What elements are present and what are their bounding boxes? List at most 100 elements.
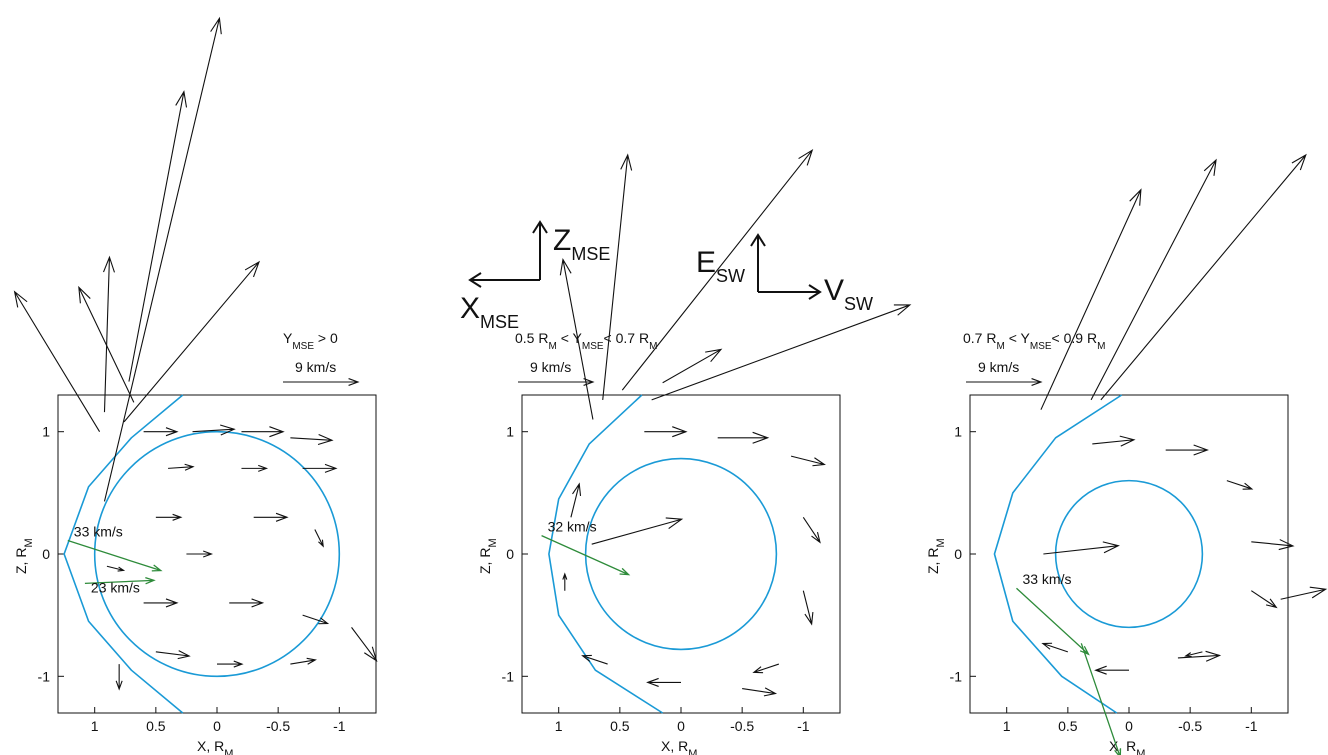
y-axis-label: Z, RM [477, 538, 499, 574]
velocity-arrow [802, 590, 814, 626]
y-axis-label: Z, RM [925, 538, 947, 574]
label-text: Z, R [925, 548, 941, 574]
legend-label: ESW [696, 246, 745, 286]
velocity-arrow [1041, 642, 1069, 653]
velocity-arrow [168, 463, 195, 471]
label-text: 0.7 R [963, 330, 996, 346]
label-sub: M [487, 538, 499, 547]
velocity-arrow [1040, 188, 1142, 410]
velocity-arrow [128, 90, 188, 382]
range-label: 0.7 RM < YMSE< 0.9 RM [963, 330, 1105, 352]
velocity-arrow [192, 424, 236, 436]
velocity-arrow [1251, 590, 1278, 609]
velocity-arrow [103, 16, 222, 502]
velocity-arrow [717, 431, 770, 444]
label-sub: M [1136, 748, 1145, 755]
x-tick-label: -0.5 [730, 718, 754, 734]
range-label: 0.5 RM < YMSE< 0.7 RM [515, 330, 657, 352]
x-tick-label: 0.5 [1058, 718, 1078, 734]
legend-arrows-sw [750, 233, 822, 300]
velocity-arrow [290, 657, 317, 665]
highlight-label: 32 km/s [548, 519, 597, 535]
y-tick-label: 0 [954, 546, 962, 562]
velocity-arrow [229, 598, 265, 608]
planet-circle [1054, 479, 1204, 629]
velocity-arrow [143, 427, 179, 437]
label-sub: M [688, 748, 697, 755]
velocity-arrow [1280, 586, 1328, 600]
velocity-arrow [241, 426, 285, 438]
x-tick-label: 0 [213, 718, 221, 734]
x-axis-label: X, RM [1109, 738, 1145, 755]
velocity-arrow [106, 565, 126, 572]
x-tick-label: 0 [1125, 718, 1133, 734]
label-sub: M [649, 341, 657, 352]
highlight-arrow [67, 539, 163, 572]
velocity-arrow [581, 654, 608, 665]
planet-circle [93, 430, 341, 678]
velocity-arrow [351, 627, 378, 662]
label-text: < Y [557, 330, 583, 346]
x-tick-label: 0.5 [610, 718, 630, 734]
highlight-arrow [541, 535, 631, 576]
y-tick-label: -1 [950, 668, 963, 684]
velocity-arrow [662, 348, 723, 384]
y-tick-label: 0 [42, 546, 50, 562]
x-tick-label: 0.5 [146, 718, 166, 734]
label-sub: MSE [1030, 341, 1052, 352]
velocity-arrow [602, 153, 633, 400]
x-tick-label: 1 [555, 718, 563, 734]
scale-label: 9 km/s [530, 359, 571, 375]
boundary-curve [63, 394, 184, 714]
x-tick-label: -1 [333, 718, 346, 734]
highlight-arrow [1016, 587, 1090, 656]
velocity-arrow [790, 455, 826, 467]
x-tick-label: 1 [1003, 718, 1011, 734]
label-text: X, R [661, 738, 688, 754]
velocity-arrow [646, 677, 681, 687]
velocity-arrow [802, 517, 821, 544]
boundary-curve [548, 394, 664, 714]
velocity-arrow [1092, 435, 1136, 447]
label-text: 0.5 R [515, 330, 548, 346]
velocity-arrow [155, 513, 183, 521]
planet-circle [584, 457, 778, 651]
label-text: > 0 [314, 330, 338, 346]
velocity-arrow [1251, 539, 1295, 551]
velocity-arrow [123, 260, 261, 423]
highlight-label: 33 km/s [1022, 571, 1071, 587]
label-sub: M [548, 341, 556, 352]
label-text: Z, R [477, 548, 493, 574]
label-sub: MSE [571, 244, 610, 264]
label-sub: MSE [582, 341, 604, 352]
velocity-arrow [1226, 480, 1254, 490]
scale-arrow [283, 378, 360, 386]
x-tick-label: 0 [677, 718, 685, 734]
label-text: X, R [1109, 738, 1136, 754]
label-sub: MSE [292, 341, 314, 352]
velocity-arrow [102, 255, 115, 413]
velocity-arrow [591, 517, 684, 545]
velocity-arrow [1165, 444, 1209, 456]
velocity-arrow [559, 257, 594, 420]
scale-arrow [966, 378, 1043, 386]
velocity-arrow [644, 426, 688, 438]
velocity-arrow [115, 664, 123, 691]
highlight-arrow [1080, 643, 1122, 755]
range-label: YMSE > 0 [283, 330, 338, 352]
velocity-arrow [651, 304, 912, 401]
velocity-arrow [1043, 541, 1120, 555]
velocity-arrow [1094, 665, 1129, 675]
legend-arrows-mse [468, 220, 548, 288]
label-sub: M [224, 748, 233, 755]
velocity-arrow [78, 285, 135, 403]
velocity-arrow [13, 290, 101, 432]
y-tick-label: 1 [954, 424, 962, 440]
velocity-arrow [752, 663, 780, 674]
velocity-arrow [217, 660, 244, 668]
label-text: Z, R [13, 548, 29, 574]
